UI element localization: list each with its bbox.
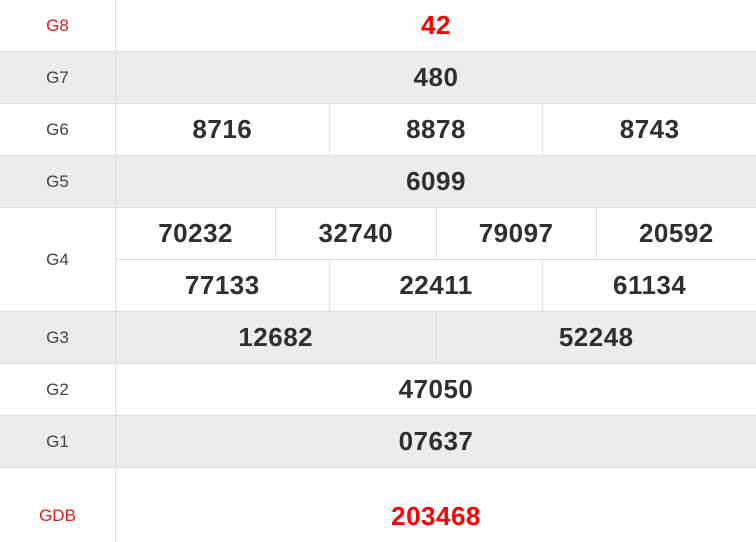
prize-row-g1: G1 07637 xyxy=(0,416,756,468)
prize-value-cell: 480 xyxy=(413,62,459,92)
prize-value-cell: 203468 xyxy=(391,500,481,531)
prize-values-gdb: 203468 xyxy=(116,468,756,542)
prize-value-cell: 8878 xyxy=(328,104,543,155)
prize-label-g7: G7 xyxy=(0,52,116,103)
prize-values-g7: 480 xyxy=(116,52,756,103)
prize-row-g3: G3 12682 52248 xyxy=(0,312,756,364)
prize-value-cell: 79097 xyxy=(435,208,596,259)
prize-values-g5: 6099 xyxy=(116,156,756,207)
prize-value-cell: 77133 xyxy=(184,270,260,300)
prize-value-cell: 42 xyxy=(421,10,451,40)
prize-values-g4: 70232 32740 79097 20592 77133 22411 6113… xyxy=(116,208,756,311)
prize-value-cell: 61134 xyxy=(542,260,756,311)
prize-value-cell: 32740 xyxy=(275,208,435,259)
prize-value-cell: 22411 xyxy=(328,260,543,311)
prize-value-cell: 07637 xyxy=(398,426,474,456)
prize-row-g6: G6 8716 8878 8743 xyxy=(0,104,756,156)
prize-label-g5: G5 xyxy=(0,156,116,207)
prize-label-gdb: GDB xyxy=(0,468,116,542)
prize-row-g7: G7 480 xyxy=(0,52,756,104)
prize-values-g8: 42 xyxy=(116,0,756,51)
prize-values-g6: 8716 8878 8743 xyxy=(116,104,756,155)
prize-label-g4: G4 xyxy=(0,208,116,311)
prize-row-gdb: GDB 203468 xyxy=(0,468,756,542)
prize-values-g3: 12682 52248 xyxy=(116,312,756,363)
prize-row-g8: G8 42 xyxy=(0,0,756,52)
prize-value-cell: 47050 xyxy=(398,374,474,404)
prize-value-cell: 12682 xyxy=(238,322,314,352)
prize-values-g2: 47050 xyxy=(116,364,756,415)
prize-label-g2: G2 xyxy=(0,364,116,415)
prize-row-g5: G5 6099 xyxy=(0,156,756,208)
prize-value-cell: 6099 xyxy=(406,166,466,196)
prize-label-g1: G1 xyxy=(0,416,116,467)
prize-value-cell: 8716 xyxy=(192,114,253,144)
prize-label-g6: G6 xyxy=(0,104,116,155)
prize-row-g2: G2 47050 xyxy=(0,364,756,416)
prize-value-cell: 52248 xyxy=(435,312,756,363)
prize-values-g1: 07637 xyxy=(116,416,756,467)
prize-row-g4: G4 70232 32740 79097 20592 77133 22411 6… xyxy=(0,208,756,312)
prize-value-cell: 20592 xyxy=(595,208,756,259)
prize-value-cell: 8743 xyxy=(542,104,756,155)
prize-label-g8: G8 xyxy=(0,0,116,51)
prize-value-cell: 70232 xyxy=(158,218,234,248)
prize-label-g3: G3 xyxy=(0,312,116,363)
